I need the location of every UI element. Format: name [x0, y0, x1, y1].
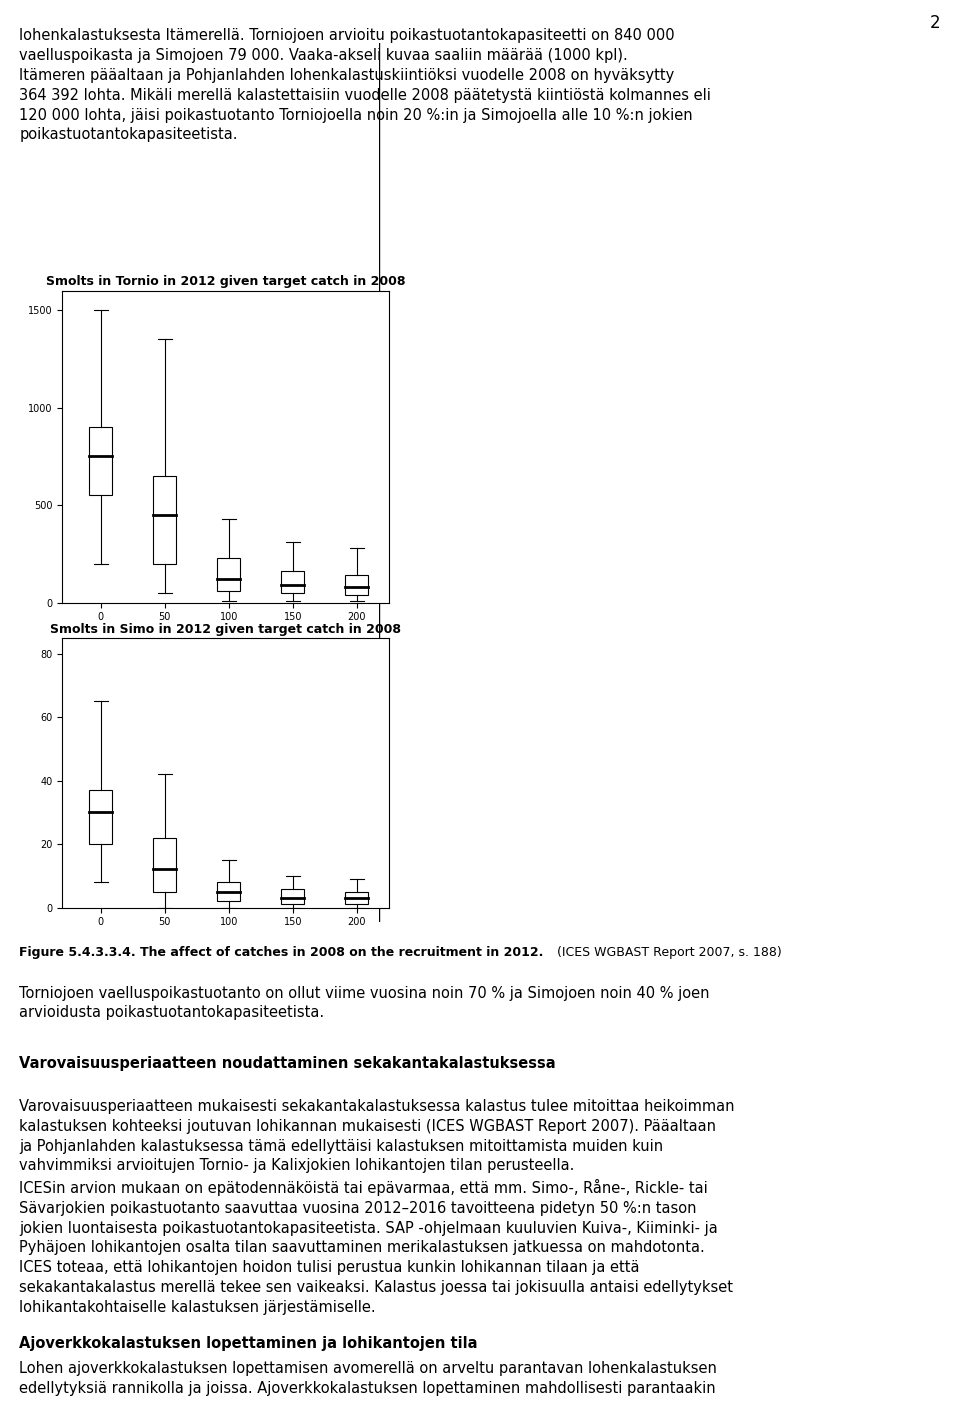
- Title: Smolts in Simo in 2012 given target catch in 2008: Smolts in Simo in 2012 given target catc…: [50, 623, 401, 635]
- Text: Ajoverkkokalastuksen lopettaminen ja lohikantojen tila: Ajoverkkokalastuksen lopettaminen ja loh…: [19, 1336, 478, 1351]
- Text: lohenkalastuksesta Itämerellä. Torniojoen arvioitu poikastuotantokapasiteetti on: lohenkalastuksesta Itämerellä. Torniojoe…: [19, 28, 711, 142]
- Text: Figure 5.4.3.3.4. The affect of catches in 2008 on the recruitment in 2012.: Figure 5.4.3.3.4. The affect of catches …: [19, 946, 543, 959]
- Bar: [281, 889, 304, 905]
- Bar: [346, 892, 369, 905]
- Bar: [89, 427, 112, 495]
- Text: Lohen ajoverkkokalastuksen lopettamisen avomerellä on arveltu parantavan lohenka: Lohen ajoverkkokalastuksen lopettamisen …: [19, 1361, 717, 1397]
- Bar: [89, 790, 112, 844]
- Bar: [154, 476, 177, 564]
- Bar: [217, 557, 240, 591]
- Bar: [154, 838, 177, 892]
- Text: Torniojoen vaelluspoikastuotanto on ollut viime vuosina noin 70 % ja Simojoen no: Torniojoen vaelluspoikastuotanto on ollu…: [19, 986, 709, 1021]
- Bar: [281, 571, 304, 593]
- Title: Smolts in Tornio in 2012 given target catch in 2008: Smolts in Tornio in 2012 given target ca…: [46, 275, 405, 288]
- Text: 2: 2: [930, 14, 941, 33]
- Text: Varovaisuusperiaatteen noudattaminen sekakantakalastuksessa: Varovaisuusperiaatteen noudattaminen sek…: [19, 1056, 556, 1072]
- Text: (ICES WGBAST Report 2007, s. 188): (ICES WGBAST Report 2007, s. 188): [553, 946, 781, 959]
- Text: Varovaisuusperiaatteen mukaisesti sekakantakalastuksessa kalastus tulee mitoitta: Varovaisuusperiaatteen mukaisesti sekaka…: [19, 1099, 734, 1314]
- Bar: [346, 576, 369, 596]
- Bar: [217, 882, 240, 902]
